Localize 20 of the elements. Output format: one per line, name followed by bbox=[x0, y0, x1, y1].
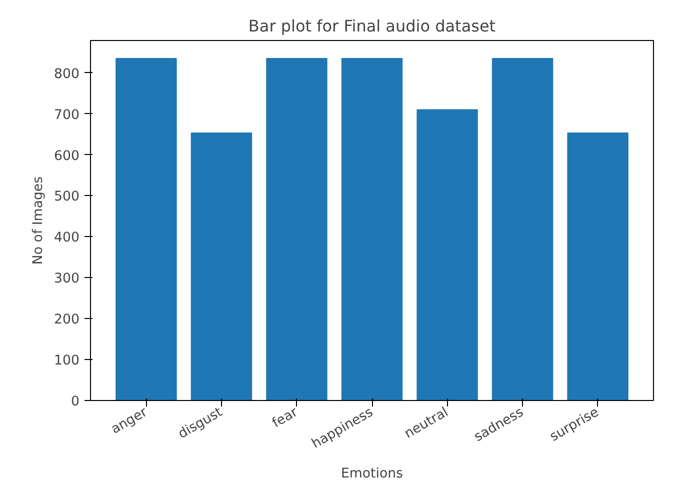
bar bbox=[190, 132, 252, 400]
bar bbox=[341, 58, 403, 400]
y-tick-label: 400 bbox=[54, 230, 80, 246]
y-tick-label: 800 bbox=[54, 66, 80, 82]
y-axis-title: No of Images bbox=[31, 176, 46, 265]
bar bbox=[567, 132, 628, 400]
bar bbox=[492, 58, 554, 400]
bar bbox=[116, 58, 177, 400]
y-tick-label: 300 bbox=[54, 272, 80, 287]
x-axis-title: Emotions bbox=[340, 466, 404, 482]
y-tick-label: 100 bbox=[54, 354, 80, 369]
y-tick-label: 700 bbox=[54, 108, 80, 123]
x-tick-label: fear bbox=[270, 404, 301, 432]
bar bbox=[416, 109, 478, 400]
y-tick-label: 600 bbox=[54, 148, 80, 164]
y-tick-label: 500 bbox=[54, 190, 80, 205]
y-tick-label: 200 bbox=[54, 312, 80, 328]
chart-title: Bar plot for Final audio dataset bbox=[248, 16, 496, 36]
bar bbox=[266, 58, 328, 400]
y-tick-label: 0 bbox=[71, 394, 80, 410]
